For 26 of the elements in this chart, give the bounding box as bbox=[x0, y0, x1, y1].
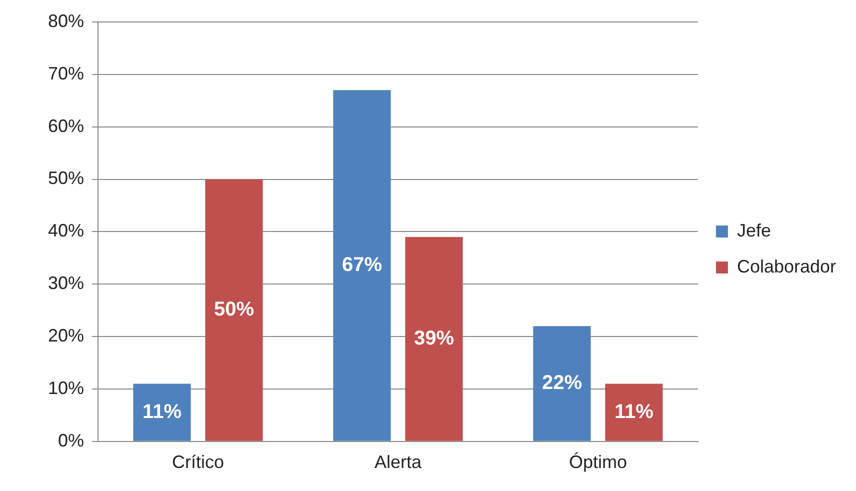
x-tick-label: Óptimo bbox=[568, 452, 627, 472]
legend-label: Colaborador bbox=[736, 256, 836, 276]
x-tick-label: Crítico bbox=[172, 452, 224, 472]
bar bbox=[133, 384, 191, 441]
bar bbox=[405, 236, 463, 441]
data-label: 50% bbox=[214, 298, 254, 321]
y-tick-label: 30% bbox=[48, 273, 84, 294]
bar bbox=[333, 90, 391, 441]
bar bbox=[533, 326, 591, 441]
y-tick-label: 0% bbox=[58, 430, 84, 450]
bar bbox=[205, 179, 263, 441]
data-label: 67% bbox=[342, 254, 382, 276]
x-tick-label: Alerta bbox=[374, 452, 422, 472]
data-label: 11% bbox=[614, 400, 654, 423]
y-tick-label: 60% bbox=[48, 116, 84, 136]
legend-label: Jefe bbox=[736, 220, 771, 240]
y-tick-label: 70% bbox=[48, 63, 84, 84]
data-label: 22% bbox=[542, 372, 582, 394]
y-tick-label: 50% bbox=[48, 168, 84, 188]
y-tick-label: 40% bbox=[48, 220, 84, 241]
data-label: 11% bbox=[142, 400, 182, 423]
bar bbox=[605, 384, 663, 441]
y-tick-label: 10% bbox=[48, 378, 84, 398]
data-label: 39% bbox=[414, 327, 454, 350]
y-tick-label: 20% bbox=[48, 326, 84, 346]
y-tick-label: 80% bbox=[48, 10, 84, 31]
